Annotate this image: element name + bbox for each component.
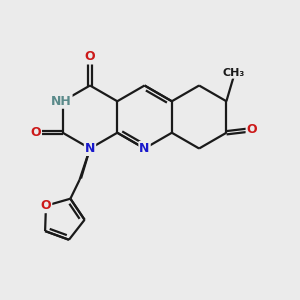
Text: O: O <box>85 50 95 64</box>
Text: N: N <box>140 142 150 155</box>
Text: O: O <box>41 199 51 212</box>
Text: O: O <box>247 123 257 136</box>
Text: O: O <box>30 126 41 139</box>
Text: CH₃: CH₃ <box>223 68 245 78</box>
Text: N: N <box>85 142 95 155</box>
Text: NH: NH <box>51 95 72 108</box>
